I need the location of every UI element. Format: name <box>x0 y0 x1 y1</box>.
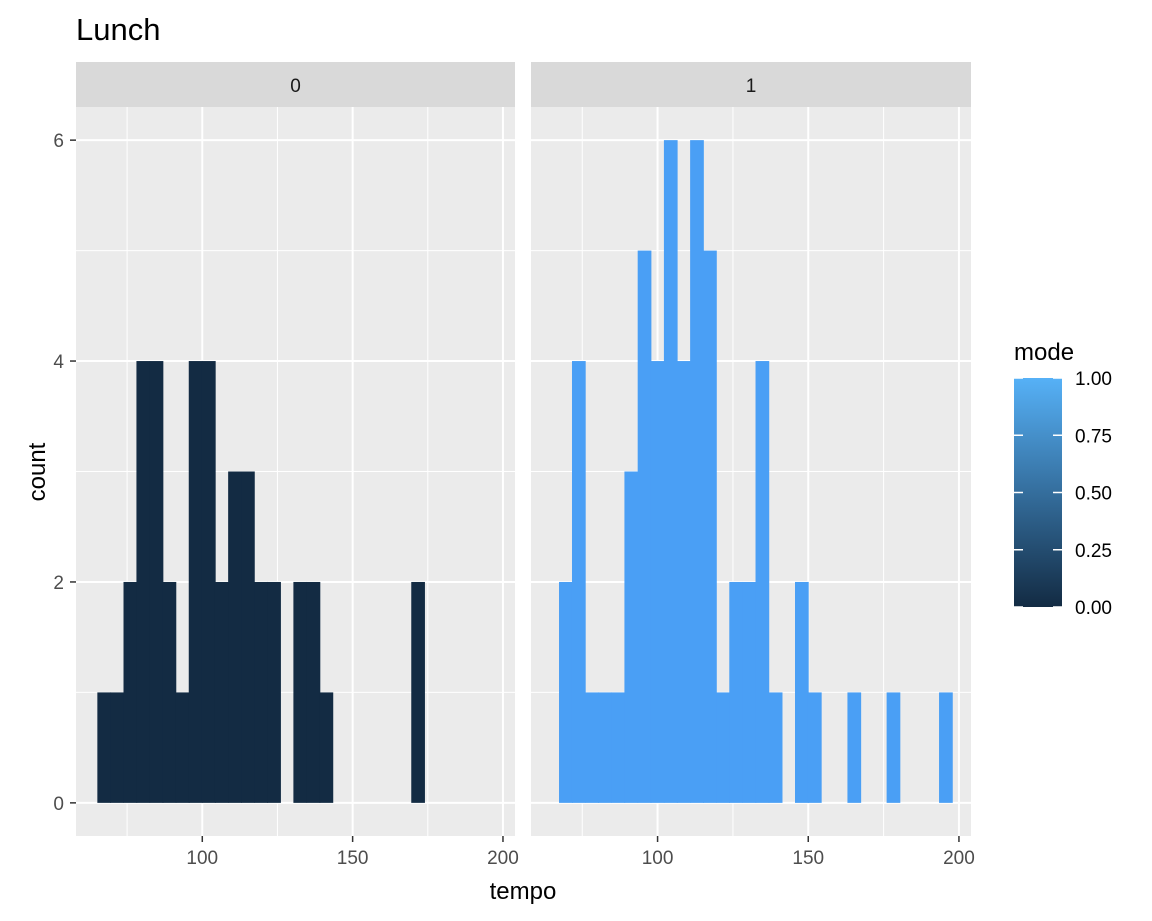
histogram-bar <box>611 692 626 803</box>
y-tick-label: 4 <box>53 352 64 373</box>
histogram-bar <box>847 692 862 803</box>
histogram-bar <box>676 361 691 803</box>
histogram-bar <box>123 581 138 803</box>
histogram-bar <box>319 692 334 803</box>
histogram-bar <box>768 692 783 803</box>
histogram-bar <box>136 361 151 803</box>
y-tick-label: 2 <box>53 573 64 594</box>
histogram-bar <box>703 250 717 803</box>
histogram-bar <box>795 581 809 803</box>
histogram-bar <box>663 140 678 803</box>
histogram-bar <box>807 692 822 803</box>
facet-strip-label: 0 <box>290 76 301 97</box>
histogram-bars <box>559 140 953 803</box>
histogram-bar <box>690 140 704 803</box>
x-tick-label: 100 <box>642 848 674 869</box>
histogram-bar <box>267 581 281 803</box>
histogram-bar <box>571 361 586 803</box>
histogram-bar <box>729 581 744 803</box>
histogram-bar <box>650 361 665 803</box>
x-tick-label: 100 <box>186 848 218 869</box>
histogram-bar <box>293 581 308 803</box>
histogram-bar <box>241 471 255 803</box>
y-axis: 0 2 4 6 <box>53 131 76 815</box>
legend: mode 1.00 0.75 0.50 0.25 0.00 <box>1014 339 1112 619</box>
histogram-bar <box>624 471 639 803</box>
histogram-bar <box>598 692 612 803</box>
histogram-bar <box>162 581 177 803</box>
y-tick-label: 6 <box>53 131 64 152</box>
histogram-bar <box>228 471 242 803</box>
histogram-bar <box>742 581 757 803</box>
histogram-bar <box>559 581 573 803</box>
histogram-bar <box>306 581 321 803</box>
legend-label: 0.75 <box>1075 426 1112 447</box>
chart-title: Lunch <box>76 12 160 47</box>
facet-panel-0: 0 100 150 200 <box>76 62 519 869</box>
x-tick-label: 150 <box>792 848 824 869</box>
histogram-bar <box>411 581 425 803</box>
legend-title: mode <box>1014 339 1074 366</box>
histogram-bar <box>939 692 953 803</box>
histogram-bar <box>254 581 268 803</box>
histogram-bar <box>97 692 112 803</box>
facet-panels: 0 100 150 200 1 100 150 200 <box>76 62 975 869</box>
facet-panel-1: 1 100 150 200 <box>531 62 975 869</box>
x-tick-label: 150 <box>337 848 369 869</box>
histogram-bars <box>97 361 425 803</box>
histogram-bar <box>585 692 599 803</box>
legend-label: 0.25 <box>1075 541 1112 562</box>
histogram-bar <box>214 581 229 803</box>
facet-strip-label: 1 <box>746 76 757 97</box>
x-tick-label: 200 <box>487 848 519 869</box>
facet-strip <box>76 62 515 107</box>
histogram-bar <box>886 692 901 803</box>
y-tick-label: 0 <box>53 794 64 815</box>
histogram-bar <box>201 361 216 803</box>
histogram-bar <box>716 692 731 803</box>
legend-label: 0.50 <box>1075 484 1112 505</box>
x-tick-label: 200 <box>943 848 975 869</box>
legend-label: 0.00 <box>1075 598 1112 619</box>
histogram-bar <box>637 250 652 803</box>
histogram-bar <box>175 692 190 803</box>
histogram-bar <box>110 692 124 803</box>
x-axis-title: tempo <box>490 878 557 905</box>
y-axis-title: count <box>24 442 51 501</box>
legend-label: 1.00 <box>1075 369 1112 390</box>
histogram-bar <box>755 361 770 803</box>
histogram-bar <box>188 361 203 803</box>
facet-strip <box>531 62 971 107</box>
histogram-bar <box>149 361 164 803</box>
